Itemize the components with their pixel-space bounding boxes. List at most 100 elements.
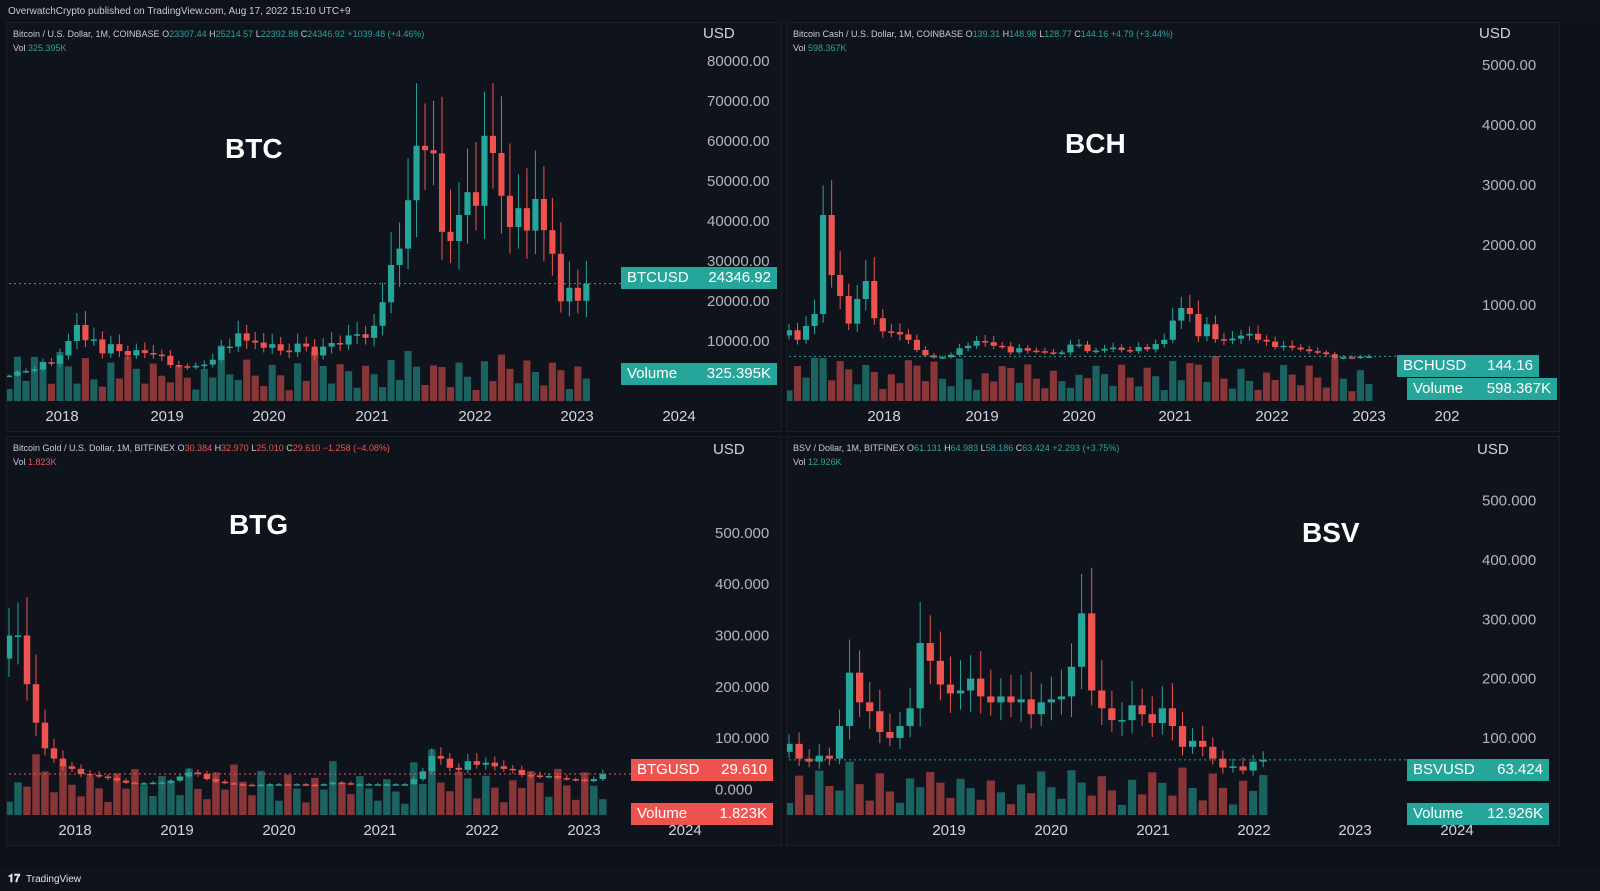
volume-bar — [412, 366, 421, 401]
volume-bar — [185, 768, 193, 815]
volume-bar — [1075, 374, 1083, 401]
header-c: 24346.92 — [307, 29, 345, 39]
candle-body — [320, 784, 328, 786]
candle-body — [99, 339, 106, 354]
header-h: 64.983 — [950, 443, 979, 453]
candle-body — [916, 643, 924, 709]
volume-bar — [835, 790, 844, 815]
header-l-label: L — [980, 443, 986, 453]
volume-bar — [870, 371, 878, 401]
candle-body — [275, 784, 283, 786]
candle-body — [320, 346, 327, 356]
volume-bar — [1148, 772, 1157, 815]
header-change: −1.258 (−4.08%) — [322, 443, 390, 453]
currency-label: USD — [703, 25, 735, 42]
header-h-label: H — [209, 29, 216, 39]
price-tag: BTCUSD 24346.92 — [621, 267, 777, 289]
header-c: 29.610 — [292, 443, 321, 453]
candle-body — [464, 761, 472, 770]
candle-body — [39, 362, 47, 370]
volume-bar — [30, 356, 39, 401]
candle-body — [328, 343, 335, 347]
x-tick-label: 2020 — [252, 408, 285, 425]
header-o: 23307.44 — [169, 29, 207, 39]
candle-body — [464, 192, 471, 215]
volume-bar — [347, 794, 355, 815]
bch-chart-panel[interactable]: 5000.00 4000.00 3000.00 2000.00 1000.00 2018 2… — [786, 22, 1560, 432]
volume-bar — [14, 782, 22, 815]
volume-tag-label: Volume — [627, 365, 678, 382]
volume-bar — [166, 382, 174, 401]
volume-bar — [387, 360, 395, 401]
candle-body — [1007, 346, 1014, 353]
volume-bar — [328, 383, 336, 401]
volume-bar — [167, 780, 175, 815]
volume-bar — [239, 781, 247, 815]
candle-body — [1148, 714, 1156, 724]
price-tag-value: 24346.92 — [708, 269, 771, 286]
candle-body — [95, 774, 103, 777]
volume-bar — [862, 364, 870, 401]
volume-bar — [1158, 782, 1167, 815]
candle-body — [936, 660, 944, 685]
candle-body — [209, 359, 216, 365]
y-tick-label: 100.000 — [715, 730, 769, 747]
volume-bar — [176, 795, 184, 815]
volume-bar — [23, 786, 31, 815]
volume-bar — [81, 358, 89, 401]
volume-bar — [284, 774, 292, 815]
candle-body — [913, 339, 920, 350]
candle-body — [498, 153, 505, 196]
volume-bar — [480, 361, 489, 401]
candle-body — [896, 332, 903, 335]
volume-header: Vol 12.926K — [793, 457, 842, 467]
volume-bar — [1058, 381, 1066, 401]
volume-bar — [500, 802, 508, 815]
volume-bar — [285, 390, 293, 401]
header-name: BSV / Dollar, 1M, BITFINEX — [793, 443, 905, 453]
btc-chart-panel[interactable]: 80000.00 70000.00 60000.00 50000.00 40000.00… — [6, 22, 782, 432]
volume-bar — [990, 381, 998, 401]
x-tick-label: 2021 — [1136, 822, 1169, 839]
candle-body — [532, 199, 539, 231]
volume-bar — [243, 359, 251, 401]
btg-chart-panel[interactable]: 500.000 400.000 300.000 200.000 100.000 0.000… — [6, 436, 782, 846]
candle-body — [86, 773, 94, 776]
y-tick-label: 4000.00 — [1482, 117, 1536, 134]
tradingview-logo-icon[interactable]: 𝟏𝟕 — [8, 873, 21, 885]
volume-bar — [936, 782, 945, 815]
volume-tag-value: 325.395K — [706, 365, 771, 382]
volume-bar — [131, 769, 139, 815]
header-change: +2.293 (+3.75%) — [1052, 443, 1120, 453]
volume-bar — [1067, 770, 1076, 815]
volume-bar — [905, 778, 915, 815]
volume-bar — [947, 386, 955, 401]
header-l-label: L — [1039, 29, 1045, 39]
candle-body — [50, 748, 58, 759]
candle-body — [1280, 345, 1287, 348]
volume-header-value: 598.367K — [808, 43, 847, 53]
footer-brand[interactable]: TradingView — [26, 874, 82, 885]
volume-bar — [964, 379, 972, 401]
volume-bar — [819, 358, 827, 401]
volume-bar — [1177, 380, 1185, 401]
volume-bar — [401, 803, 409, 815]
candle-body — [855, 672, 864, 703]
y-tick-label: 30000.00 — [707, 253, 770, 270]
candle-body — [1272, 341, 1279, 347]
volume-bar — [1228, 388, 1237, 401]
volume-bar — [428, 749, 436, 815]
volume-bar — [275, 800, 283, 815]
volume-bar — [1160, 390, 1168, 401]
candle-body — [293, 784, 301, 786]
volume-bar — [311, 777, 319, 815]
candle-body — [260, 342, 267, 348]
volume-bar — [1322, 387, 1330, 401]
volume-bar — [320, 789, 328, 815]
x-tick-label: 2021 — [355, 408, 388, 425]
volume-bar — [926, 771, 935, 815]
volume-bar — [7, 801, 13, 815]
candle-body — [1050, 352, 1057, 354]
volume-bar — [1263, 372, 1271, 401]
bsv-chart-panel[interactable]: 500.000 400.000 300.000 200.000 100.000 2019 2… — [786, 436, 1560, 846]
